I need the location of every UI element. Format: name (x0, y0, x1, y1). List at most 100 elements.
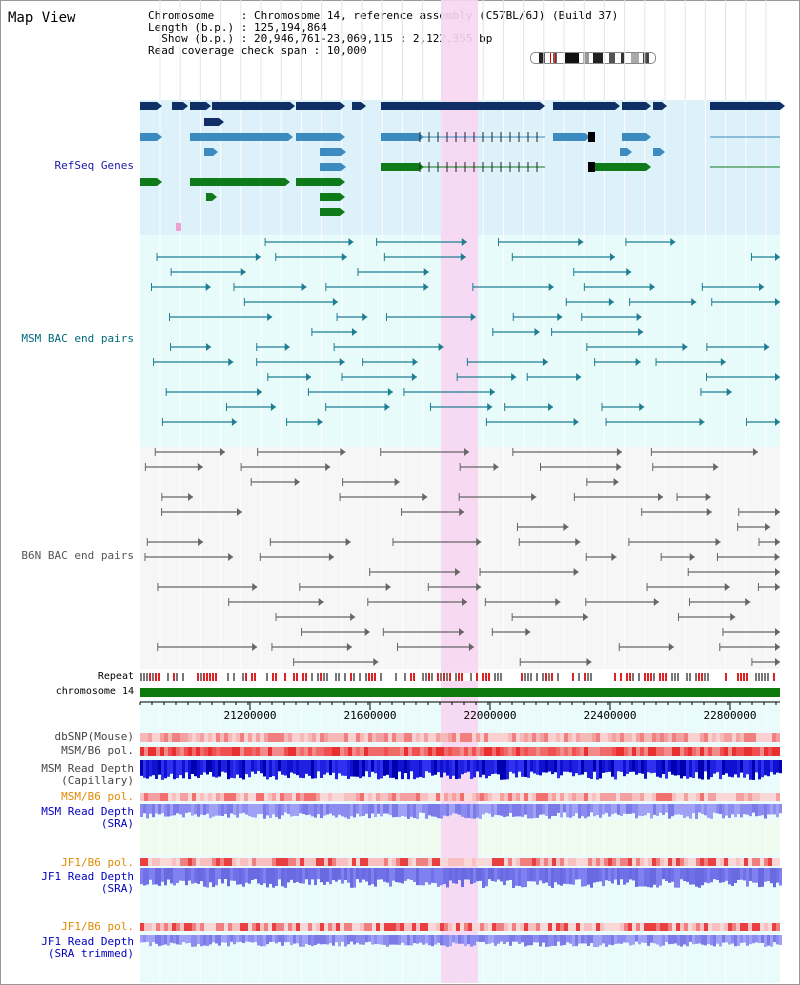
jf1-pol-trim-strip (508, 923, 512, 931)
dbsnp-strip (716, 733, 720, 742)
msm-depth-cap-track-label[interactable]: MSM Read Depth (Capillary) (4, 763, 134, 787)
jf1-pol-strip (320, 858, 324, 866)
jf1-pol-trim-strip (448, 923, 452, 931)
msm-bac-arrow (306, 373, 312, 381)
dbsnp-track-label[interactable]: dbSNP(Mouse) (54, 730, 134, 743)
msm-depth-sra-bar (749, 804, 752, 817)
b6n-bac-arrow (345, 538, 351, 546)
msm-depth-sra-bar (161, 804, 164, 814)
msm-depth-sra-bar (356, 804, 359, 814)
msm-b6-pol-sra-strip (272, 793, 276, 801)
msm-depth-sra-bar (449, 804, 452, 816)
dbsnp-strip (532, 733, 536, 742)
gene-8 (553, 102, 615, 110)
msm-depth-sra-bar (488, 804, 491, 814)
msm-depth-sra-bar (155, 804, 158, 814)
b6n-bac-arrow (668, 643, 674, 651)
b6n-bac-track-label[interactable]: B6N BAC end pairs (21, 549, 134, 562)
jf1-depth-bar (689, 868, 692, 885)
msm-depth-sra-bar (320, 804, 323, 819)
repeat-mark (368, 673, 370, 681)
jf1-trim-depth-bar (425, 935, 428, 944)
msm-depth-sra-bar (227, 804, 230, 818)
repeat-mark (488, 673, 490, 681)
jf1-depth-bar (764, 868, 767, 882)
msm-b6-pol-sra-strip (236, 793, 240, 801)
msm-bac-track-label[interactable]: MSM BAC end pairs (21, 332, 134, 345)
msm-b6-pol-strip (580, 747, 584, 756)
jf1-trim-depth-bar (239, 935, 242, 942)
msm-depth-cap-bar (320, 760, 323, 778)
jf1-trim-depth-bar (140, 935, 143, 943)
msm-b6-pol-strip (528, 747, 532, 756)
gene-17 (553, 133, 585, 141)
jf1-pol-trim-track-label[interactable]: JF1/B6 pol. (61, 920, 134, 933)
jf1-trim-depth-bar (662, 935, 665, 946)
jf1-pol-strip (664, 858, 668, 866)
gene-26 (190, 178, 285, 186)
jf1-pol-trim-strip (468, 923, 472, 931)
gene-16 (381, 133, 419, 141)
msm-b6-pol-sra-strip (768, 793, 772, 801)
jf1-depth-track-label[interactable]: JF1 Read Depth (SRA) (4, 871, 134, 895)
jf1-pol-trim-strip (724, 923, 728, 931)
jf1-pol-trim-strip (616, 923, 620, 931)
msm-b6-pol-strip (320, 747, 324, 756)
repeat-mark (152, 673, 154, 681)
jf1-depth-bar (452, 868, 455, 884)
jf1-pol-trim-strip (340, 923, 344, 931)
msm-depth-cap-bar (623, 760, 626, 777)
jf1-trim-track-label[interactable]: JF1 Read Depth (SRA trimmed) (4, 936, 134, 960)
refseq-track-label[interactable]: RefSeq Genes (54, 159, 134, 172)
dbsnp-strip (276, 733, 280, 742)
jf1-depth-bar (389, 868, 392, 887)
jf1-pol-strip (464, 858, 468, 866)
repeat-mark (470, 673, 472, 681)
jf1-trim-depth-bar (554, 935, 557, 946)
msm-depth-sra-track-label[interactable]: MSM Read Depth (SRA) (4, 806, 134, 830)
msm-depth-sra-bar (341, 804, 344, 817)
jf1-pol-strip (312, 858, 316, 866)
jf1-trim-depth-bar (380, 935, 383, 945)
jf1-depth-bar (260, 868, 263, 886)
msm-depth-cap-bar (689, 760, 692, 778)
msm-bac-arrow (578, 238, 584, 246)
jf1-trim-depth-bar (290, 935, 293, 946)
msm-b6-pol-sra-strip (464, 793, 468, 801)
b6n-bac-arrow (252, 643, 258, 651)
msm-b6-pol-sra-track-label[interactable]: MSM/B6 pol. (61, 790, 134, 803)
msm-depth-cap-bar (152, 760, 155, 776)
msm-depth-sra-bar (734, 804, 737, 818)
jf1-pol-trim-strip (380, 923, 384, 931)
dbsnp-strip (328, 733, 332, 742)
msm-b6-pol-track-label[interactable]: MSM/B6 pol. (61, 744, 134, 757)
jf1-trim-depth-bar (608, 935, 611, 945)
gene-9-arrow (646, 102, 651, 110)
jf1-pol-strip (548, 858, 552, 866)
b6n-bac-arrow (468, 643, 474, 651)
msm-depth-cap-bar (563, 760, 566, 772)
msm-depth-sra-bar (434, 804, 437, 817)
dbsnp-strip (440, 733, 444, 742)
msm-depth-cap-bar (764, 760, 767, 776)
msm-depth-sra-bar (764, 804, 767, 819)
jf1-pol-trim-strip (476, 923, 480, 931)
msm-depth-cap-bar (401, 760, 404, 780)
jf1-depth-bar (776, 868, 779, 883)
jf1-trim-depth-bar (146, 935, 149, 942)
dbsnp-strip (636, 733, 640, 742)
msm-depth-sra-bar (248, 804, 251, 817)
msm-depth-sra-bar (506, 804, 509, 817)
jf1-pol-track-label[interactable]: JF1/B6 pol. (61, 856, 134, 869)
jf1-pol-strip (492, 858, 496, 866)
span-label: Read coverage check span (148, 43, 307, 57)
ideogram-position-marker[interactable] (550, 53, 556, 63)
msm-bac-arrow (691, 298, 697, 306)
msm-depth-sra-bar (452, 804, 455, 814)
msm-b6-pol-strip (384, 747, 388, 756)
gene-4-arrow (290, 102, 295, 110)
dbsnp-strip (540, 733, 544, 742)
dbsnp-strip (632, 733, 636, 742)
msm-b6-pol-strip (576, 747, 580, 756)
